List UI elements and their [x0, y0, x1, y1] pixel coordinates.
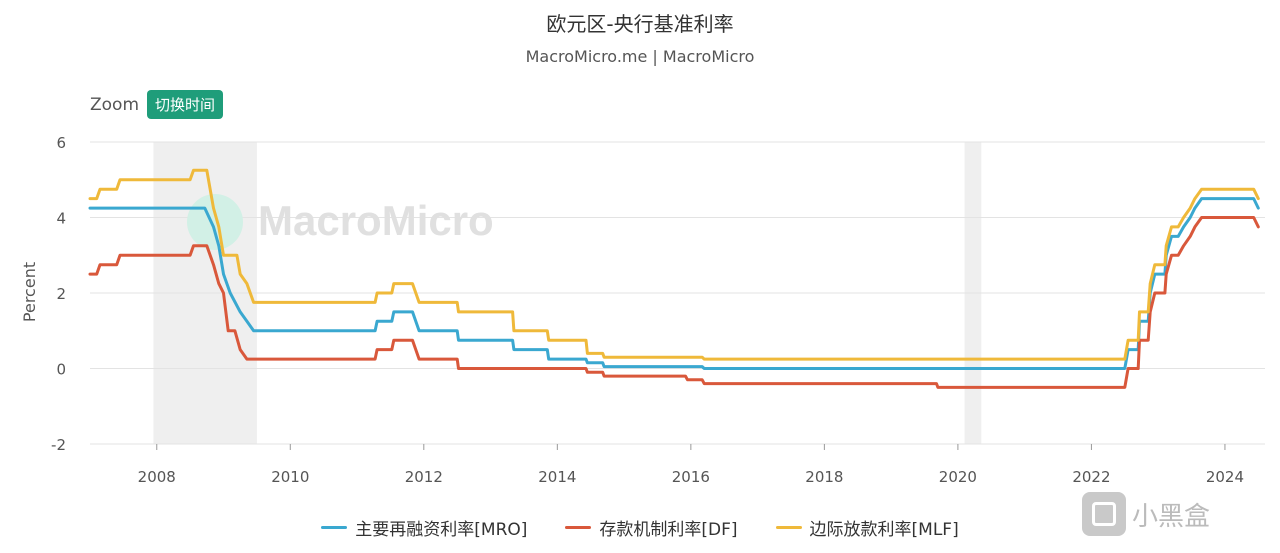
- legend-item-mro[interactable]: 主要再融资利率[MRO]: [321, 515, 527, 540]
- series-lines: [88, 168, 1260, 389]
- series-line-mlf: [88, 168, 1260, 361]
- legend-swatch-mro: [321, 526, 348, 529]
- y-tick-labels: -2 0 2 4 6: [51, 134, 66, 454]
- legend-label-mlf: 边际放款利率[MLF]: [809, 520, 959, 540]
- legend: 主要再融资利率[MRO] 存款机制利率[DF] 边际放款利率[MLF]: [0, 515, 1280, 540]
- watermark-text: MacroMicro: [258, 197, 494, 244]
- y-tick-label: 2: [56, 285, 66, 303]
- x-tick-label: 2016: [672, 468, 710, 486]
- zoom-label: Zoom: [90, 94, 140, 115]
- x-tick-label: 2014: [538, 468, 576, 486]
- x-tick-label: 2012: [405, 468, 443, 486]
- legend-swatch-df: [565, 526, 592, 529]
- y-tick-label: -2: [51, 436, 66, 454]
- legend-swatch-mlf: [775, 526, 802, 529]
- y-tick-label: 0: [56, 361, 66, 379]
- legend-label-mro: 主要再融资利率[MRO]: [355, 520, 528, 540]
- corner-watermark-text: 小黑盒: [1132, 501, 1211, 532]
- chart-title: 欧元区-央行基准利率: [546, 12, 734, 36]
- series-line-mro: [88, 197, 1260, 370]
- zoom-control: Zoom 切换时间: [90, 90, 224, 119]
- legend-label-df: 存款机制利率[DF]: [599, 520, 738, 540]
- x-tick-label: 2008: [138, 468, 176, 486]
- series-line-df: [88, 216, 1260, 389]
- y-axis-label: Percent: [20, 262, 39, 322]
- x-tick-label: 2022: [1072, 468, 1110, 486]
- y-tick-label: 4: [56, 210, 66, 228]
- legend-item-df[interactable]: 存款机制利率[DF]: [565, 515, 738, 540]
- chart-subtitle: MacroMicro.me | MacroMicro: [525, 47, 755, 66]
- watermark-logo-icon: [187, 194, 243, 250]
- switch-time-button[interactable]: 切换时间: [147, 90, 224, 119]
- legend-item-mlf[interactable]: 边际放款利率[MLF]: [775, 515, 959, 540]
- x-tick-label: 2010: [271, 468, 309, 486]
- x-tick-label: 2020: [939, 468, 977, 486]
- y-tick-label: 6: [56, 134, 66, 152]
- corner-watermark: 小黑盒: [1082, 492, 1210, 536]
- x-tick-label: 2024: [1206, 468, 1244, 486]
- x-tick-labels: 2008 2010 2012 2014 2016 2018 2020 2022 2024: [138, 468, 1244, 486]
- box-logo-icon: [1082, 492, 1126, 536]
- gridlines: [90, 141, 1265, 450]
- x-tick-label: 2018: [805, 468, 843, 486]
